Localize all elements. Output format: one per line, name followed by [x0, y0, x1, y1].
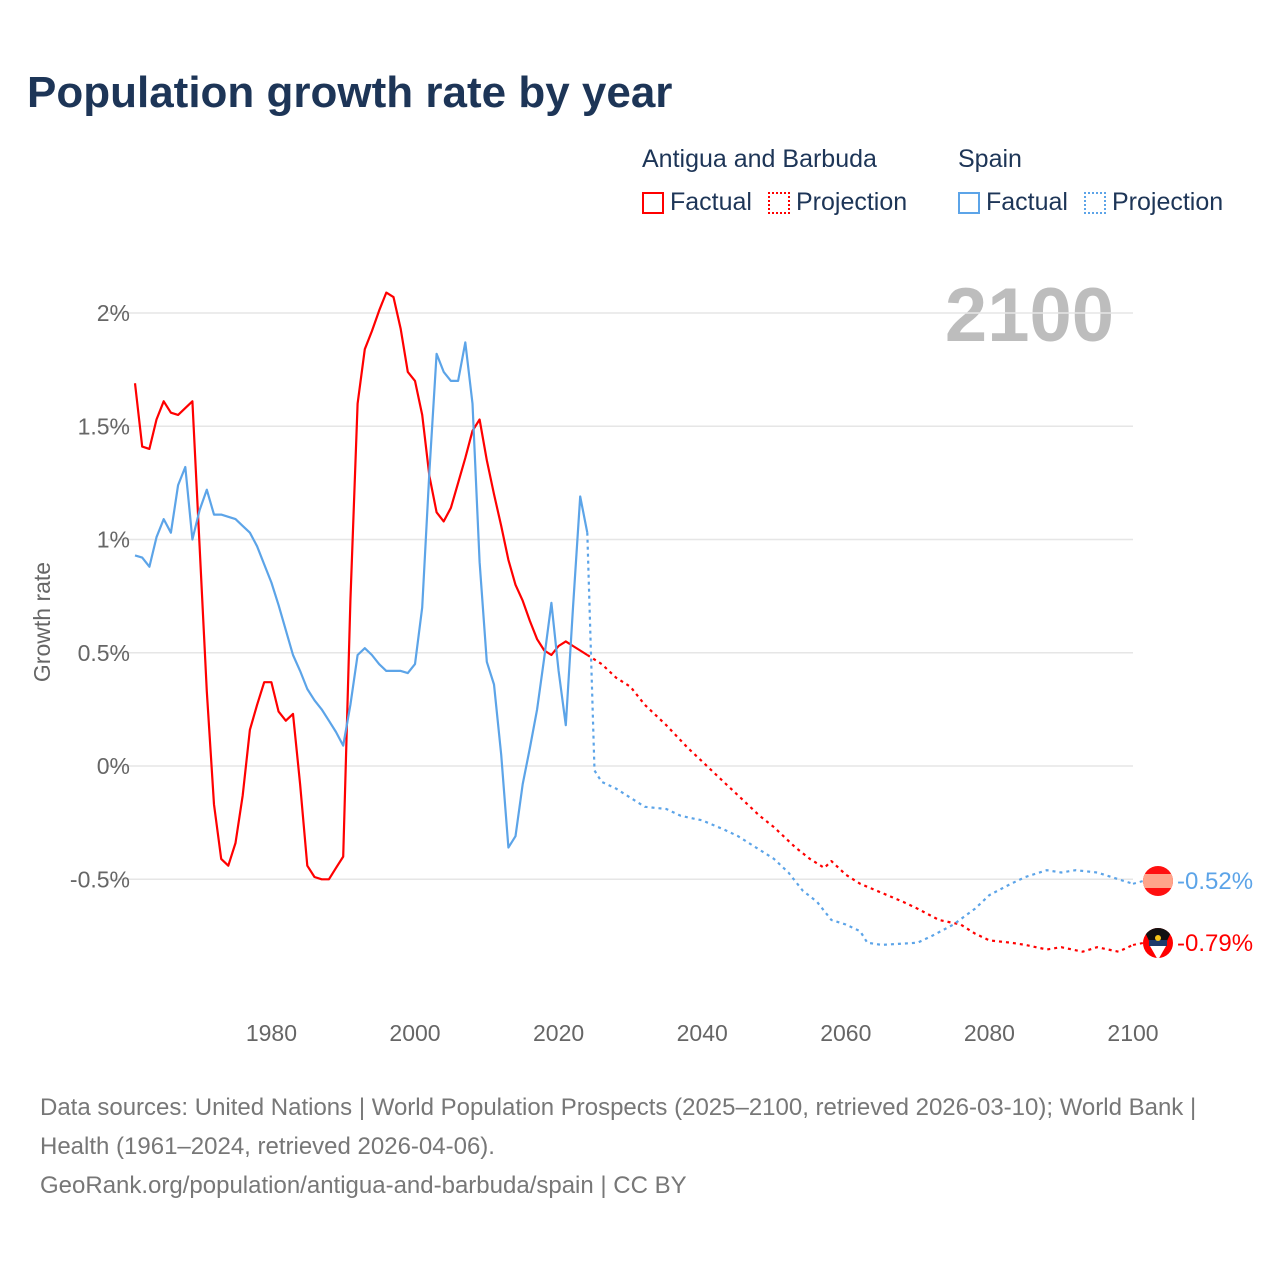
antigua-connector — [1132, 942, 1144, 946]
y-tick-label: 0% — [97, 753, 130, 779]
attribution-link[interactable]: GeoRank.org/population/antigua-and-barbu… — [40, 1172, 687, 1199]
y-tick-label: 1.5% — [78, 413, 130, 439]
y-tick-label: 2% — [97, 300, 130, 326]
legend-title-antigua: Antigua and Barbuda — [642, 145, 877, 173]
y-tick-label: 0.5% — [78, 640, 130, 666]
legend-label: Projection — [1111, 188, 1224, 216]
chart-title: Population growth rate by year — [27, 68, 673, 117]
y-tick-label: -0.5% — [70, 866, 130, 892]
legend-title-spain: Spain — [958, 145, 1022, 173]
series-line-antigua-and-barbuda-projection[interactable] — [586, 654, 1134, 953]
x-tick-label: 2020 — [533, 1020, 584, 1046]
swatch-solid-icon — [642, 191, 664, 214]
y-tick-label: 1% — [97, 527, 130, 553]
series-line-spain-projection[interactable] — [586, 532, 1134, 946]
legend-label: Factual — [986, 188, 1068, 216]
antigua-flag-icon — [1143, 928, 1173, 958]
current-year-label: 2100 — [944, 273, 1114, 358]
series-line-spain-factual[interactable] — [134, 341, 589, 849]
x-tick-label: 2080 — [964, 1020, 1015, 1046]
spain-end-value: -0.52% — [1177, 868, 1253, 895]
spain-connector — [1132, 880, 1144, 885]
legend-spain-factual[interactable]: Factual — [958, 188, 1068, 217]
swatch-dotted-icon — [767, 191, 790, 214]
swatch-solid-icon — [958, 191, 980, 214]
legend-antigua-factual[interactable]: Factual — [642, 188, 752, 217]
legend-label: Projection — [795, 188, 908, 216]
legend-spain-projection[interactable]: Projection — [1083, 188, 1224, 217]
legend-antigua-projection[interactable]: Projection — [767, 188, 908, 217]
x-tick-label: 2040 — [677, 1020, 728, 1046]
y-axis-label: Growth rate — [29, 562, 55, 682]
series-line-antigua-and-barbuda-factual[interactable] — [133, 291, 588, 881]
legend-antigua: Antigua and Barbuda Factual Projection — [642, 145, 907, 217]
footer: Data sources: United Nations | World Pop… — [40, 1088, 1240, 1205]
legend-label: Factual — [670, 188, 752, 216]
x-tick-label: 2060 — [820, 1020, 871, 1046]
spain-flag-icon — [1143, 866, 1173, 896]
antigua-end-value: -0.79% — [1177, 930, 1253, 957]
line-chart: -0.5% 0% 0.5% 1% 1.5% 2% 1980 2000 2020 2040 2060 2… — [29, 291, 1253, 1046]
x-tick-label: 2100 — [1107, 1020, 1158, 1046]
swatch-dotted-icon — [1083, 191, 1106, 214]
x-tick-label: 2000 — [389, 1020, 440, 1046]
x-tick-label: 1980 — [246, 1020, 297, 1046]
data-sources: Data sources: United Nations | World Pop… — [40, 1094, 1197, 1160]
legend-spain: Spain Factual Projection — [958, 145, 1223, 217]
